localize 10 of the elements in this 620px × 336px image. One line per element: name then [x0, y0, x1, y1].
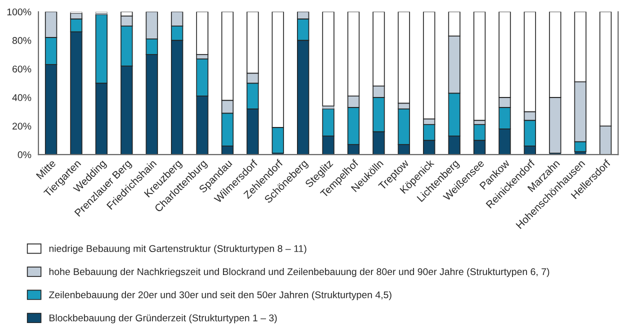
legend-label: hohe Bebauung der Nachkriegszeit und Blockrand und Zeilenbebauung der 80er und 90er Jahre (Strukturtypen 6, 7)	[49, 268, 550, 278]
legend-label: Zeilenbebauung der 20er und 30er und seit den 50er Jahren (Strukturtypen 4,5)	[49, 291, 392, 300]
y-tick-label: 60%	[12, 66, 32, 72]
y-tick-label: 100%	[7, 8, 32, 16]
y-tick-label: 40%	[12, 94, 32, 102]
y-tick-label: 20%	[12, 122, 32, 130]
y-tick-label: 0%	[18, 151, 32, 158]
legend-label: Blockbebauung der Gründerzeit (Strukturtypen 1 – 3)	[50, 314, 277, 324]
legend-label: niedrige Bebauung mit Gartenstruktur (Strukturtypen 8 – 11)	[49, 244, 306, 254]
y-tick-label: 80%	[12, 37, 32, 44]
